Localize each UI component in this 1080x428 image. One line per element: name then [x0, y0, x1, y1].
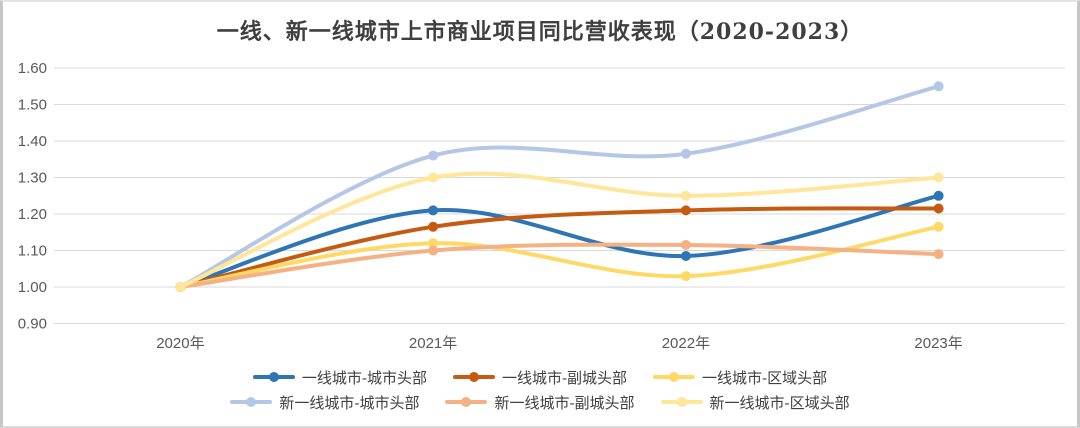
- x-axis-tick-label: 2023年: [914, 335, 962, 352]
- legend-dot-icon: [669, 372, 680, 382]
- data-point: [680, 271, 691, 282]
- data-point: [428, 150, 439, 161]
- data-point: [933, 249, 944, 260]
- data-point: [428, 238, 439, 249]
- legend-label: 一线城市-城市头部: [301, 368, 427, 387]
- y-axis-tick-label: 1.60: [18, 60, 47, 77]
- legend-line-marker-icon: [452, 372, 495, 382]
- y-axis-tick-label: 0.90: [18, 316, 47, 333]
- legend-item: 新一线城市-城市头部: [230, 392, 419, 412]
- series-line-4: [178, 242, 941, 289]
- series-line-2: [178, 224, 941, 289]
- y-axis-tick-label: 1.00: [18, 279, 47, 296]
- y-axis-tick-label: 1.20: [18, 206, 47, 223]
- legend-label: 一线城市-区域头部: [702, 368, 828, 387]
- legend-line-marker-icon: [660, 397, 703, 407]
- data-point: [680, 240, 691, 250]
- y-axis-tick-label: 1.30: [18, 170, 47, 187]
- legend-item: 一线城市-副城头部: [452, 367, 628, 387]
- legend-label: 新一线城市-城市头部: [279, 393, 420, 412]
- data-point: [933, 203, 944, 214]
- data-point: [428, 172, 439, 183]
- legend-item: 新一线城市-区域头部: [660, 392, 850, 412]
- series-line-1: [178, 206, 941, 289]
- legend-line-marker-icon: [445, 397, 488, 407]
- x-axis-tick-label: 2022年: [662, 335, 710, 352]
- legend-item: 一线城市-城市头部: [252, 367, 427, 387]
- legend-line-marker-icon: [653, 372, 696, 382]
- line-chart-plot-area: 1.60 1.50 1.40 1.30 1.20 1.10 1.00 0.90 2020年 202…: [18, 60, 1065, 352]
- data-point: [175, 282, 186, 292]
- data-point: [680, 251, 691, 261]
- data-point: [680, 148, 691, 159]
- y-axis-tick-label: 1.40: [18, 133, 47, 150]
- y-axis-tick-label: 1.10: [18, 243, 47, 260]
- data-point: [933, 172, 944, 183]
- legend-dot-icon: [461, 397, 472, 407]
- chart-legend-row-2: 新一线城市-城市头部 新一线城市-副城头部 新一线城市-区域头部: [3, 392, 1077, 412]
- chart-legend-row-1: 一线城市-城市头部 一线城市-副城头部 一线城市-区域头部: [3, 367, 1077, 387]
- series-line-5: [178, 171, 941, 289]
- legend-line-marker-icon: [230, 397, 273, 407]
- data-point: [680, 205, 691, 216]
- y-axis-tick-label: 1.50: [18, 97, 47, 114]
- data-point: [428, 221, 439, 232]
- legend-dot-icon: [268, 372, 279, 382]
- series-line-0: [178, 193, 941, 289]
- legend-label: 一线城市-副城头部: [501, 368, 628, 387]
- legend-item: 一线城市-区域头部: [653, 367, 827, 387]
- legend-item: 新一线城市-副城头部: [445, 392, 635, 412]
- legend-dot-icon: [246, 397, 257, 407]
- x-axis-tick-label: 2021年: [409, 335, 457, 352]
- data-point: [933, 221, 944, 232]
- series-line-3: [178, 84, 941, 289]
- legend-line-marker-icon: [252, 372, 295, 382]
- data-point: [428, 205, 439, 216]
- data-point: [933, 81, 944, 92]
- chart-title: 一线、新一线城市上市商业项目同比营收表现（2020-2023）: [216, 19, 864, 45]
- x-axis-tick-label: 2020年: [156, 335, 204, 352]
- legend-label: 新一线城市-区域头部: [709, 393, 850, 412]
- legend-dot-icon: [468, 372, 479, 382]
- data-point: [933, 190, 944, 201]
- data-point: [428, 245, 439, 256]
- legend-label: 新一线城市-副城头部: [494, 393, 635, 412]
- legend-dot-icon: [676, 397, 687, 407]
- data-point: [680, 190, 691, 201]
